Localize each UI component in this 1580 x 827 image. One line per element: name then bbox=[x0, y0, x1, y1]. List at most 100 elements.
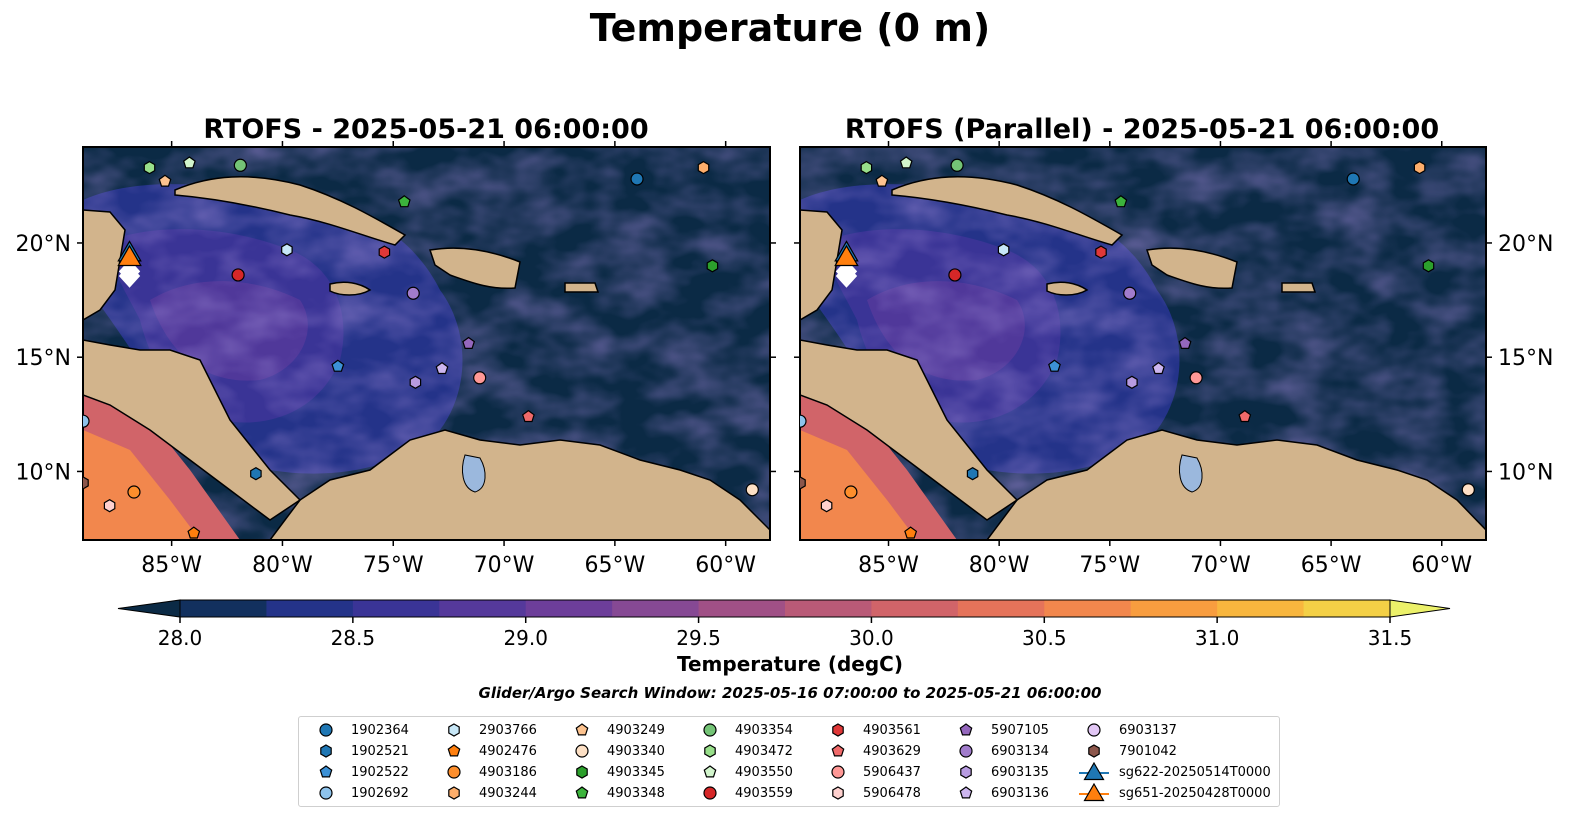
lake-maracaibo bbox=[1179, 454, 1203, 493]
legend-item: sg622-20250514T0000 bbox=[1077, 762, 1271, 782]
legend-label: 4903354 bbox=[735, 722, 793, 738]
legend-marker-icon bbox=[319, 723, 333, 737]
argo-marker-7901042 bbox=[800, 476, 806, 490]
y-tick-label: 20°N bbox=[1498, 232, 1553, 257]
colorbar-segment bbox=[266, 600, 354, 617]
legend-marker-icon bbox=[1079, 783, 1109, 802]
argo-marker-4903244 bbox=[1413, 160, 1426, 175]
legend-label: sg622-20250514T0000 bbox=[1119, 764, 1271, 780]
legend-argo-icon bbox=[832, 786, 844, 800]
legend-marker-icon bbox=[703, 786, 717, 800]
argo-marker-1902522 bbox=[1048, 359, 1061, 372]
colorbar-tick-label: 31.5 bbox=[1368, 626, 1413, 650]
map-panel-rtofs: RTOFS - 2025-05-21 06:00:00 85°W 80°W 75°W… bbox=[16, 114, 776, 578]
argo-marker-4903340 bbox=[1461, 483, 1475, 497]
legend-item: 4903354 bbox=[693, 720, 793, 740]
lake-maracaibo bbox=[462, 454, 486, 493]
colorbar-segment bbox=[439, 600, 527, 617]
landmass-puerto-rico bbox=[564, 282, 600, 293]
legend-item: 4903550 bbox=[693, 762, 793, 782]
legend-item: 1902692 bbox=[309, 783, 409, 803]
legend-argo-icon bbox=[319, 765, 333, 778]
legend-item: sg651-20250428T0000 bbox=[1077, 783, 1271, 803]
legend-marker-icon bbox=[575, 786, 589, 799]
glider-marker-sg651-20250428T0000 bbox=[834, 244, 859, 267]
colorbar-segment bbox=[180, 600, 267, 617]
colorbar-segment bbox=[785, 600, 872, 617]
legend-glider-icon bbox=[1083, 762, 1105, 781]
argo-marker-4903354 bbox=[233, 158, 247, 172]
argo-marker-2903766 bbox=[997, 243, 1010, 257]
legend-marker-icon bbox=[959, 723, 973, 736]
legend-label: 4903186 bbox=[479, 764, 537, 780]
legend-label: 1902522 bbox=[351, 764, 409, 780]
argo-marker-6903135 bbox=[409, 375, 422, 389]
x-tick-label: 65°W bbox=[584, 553, 645, 578]
legend-label: 4902476 bbox=[479, 743, 537, 759]
colorbar-segment bbox=[1303, 600, 1391, 617]
landmass-jamaica bbox=[1046, 281, 1089, 296]
legend-marker-icon bbox=[1088, 744, 1100, 758]
argo-markers-rtofs-parallel bbox=[800, 156, 1475, 539]
argo-marker-4903186 bbox=[844, 485, 858, 499]
argo-marker-5906437 bbox=[1189, 371, 1203, 385]
colorbar-segment bbox=[1130, 600, 1218, 617]
x-tick-label: 80°W bbox=[969, 553, 1030, 578]
y-tick-label: 15°N bbox=[16, 346, 71, 371]
legend-argo-icon bbox=[575, 744, 589, 758]
argo-marker-1902692 bbox=[83, 414, 90, 428]
y-tick-label: 15°N bbox=[1498, 346, 1553, 371]
colorbar-tick-label: 28.5 bbox=[331, 626, 376, 650]
argo-marker-5907105 bbox=[462, 336, 476, 349]
legend-item: 6903137 bbox=[1077, 720, 1177, 740]
legend-item: 4903629 bbox=[821, 741, 921, 761]
legend-item: 1902522 bbox=[309, 762, 409, 782]
argo-marker-4903559 bbox=[231, 268, 245, 282]
legend-label: 4903348 bbox=[607, 785, 665, 801]
argo-marker-4903550 bbox=[899, 156, 913, 169]
search-window-text: Glider/Argo Search Window: 2025-05-16 07… bbox=[478, 684, 1102, 702]
argo-marker-5906478 bbox=[103, 499, 116, 513]
legend-argo-icon bbox=[703, 765, 717, 778]
legend-argo-icon bbox=[1087, 723, 1101, 737]
argo-marker-6903134 bbox=[1123, 286, 1137, 300]
colorbar-extend-max bbox=[1389, 599, 1451, 618]
legend-item: 5906437 bbox=[821, 762, 921, 782]
colorbar-tick-label: 30.5 bbox=[1022, 626, 1067, 650]
argo-marker-4903348 bbox=[1114, 195, 1128, 208]
colorbar-segment bbox=[1217, 600, 1305, 617]
legend-item: 4903186 bbox=[437, 762, 537, 782]
colorbar-segment bbox=[871, 600, 959, 617]
legend-item: 4903345 bbox=[565, 762, 665, 782]
argo-marker-2903766 bbox=[281, 243, 293, 257]
panel-title-rtofs: RTOFS - 2025-05-21 06:00:00 bbox=[203, 114, 648, 145]
argo-marker-4903354 bbox=[950, 158, 964, 172]
colorbar-segment bbox=[352, 600, 440, 617]
argo-marker-4903629 bbox=[1238, 409, 1252, 423]
legend-argo-icon bbox=[831, 765, 845, 779]
argo-marker-4903550 bbox=[182, 156, 196, 169]
legend-item: 7901042 bbox=[1077, 741, 1177, 761]
legend-marker-icon bbox=[959, 744, 973, 758]
colorbar-segment bbox=[698, 600, 786, 617]
landmass-hispaniola bbox=[429, 247, 521, 290]
legend-item: 6903135 bbox=[949, 762, 1049, 782]
legend-marker-icon bbox=[448, 723, 460, 737]
legend-item: 6903136 bbox=[949, 783, 1049, 803]
legend-argo-icon bbox=[575, 786, 589, 799]
legend-label: 6903134 bbox=[991, 743, 1049, 759]
landmass-south-america bbox=[986, 429, 1486, 540]
x-tick-label: 70°W bbox=[474, 553, 535, 578]
landmass-hispaniola bbox=[1146, 247, 1238, 290]
panel-title-rtofs-parallel: RTOFS (Parallel) - 2025-05-21 06:00:00 bbox=[845, 114, 1439, 145]
legend-argo-icon bbox=[576, 765, 588, 779]
legend-item: 4903472 bbox=[693, 741, 793, 761]
colorbar-segment bbox=[612, 600, 700, 617]
argo-marker-1902692 bbox=[800, 414, 807, 428]
argo-marker-1902522 bbox=[331, 359, 345, 372]
x-tick-label: 65°W bbox=[1301, 553, 1362, 578]
argo-marker-4903629 bbox=[521, 409, 535, 423]
legend-label: 4903345 bbox=[607, 764, 665, 780]
argo-marker-6903136 bbox=[435, 361, 449, 375]
argo-marker-1902364 bbox=[630, 172, 644, 186]
